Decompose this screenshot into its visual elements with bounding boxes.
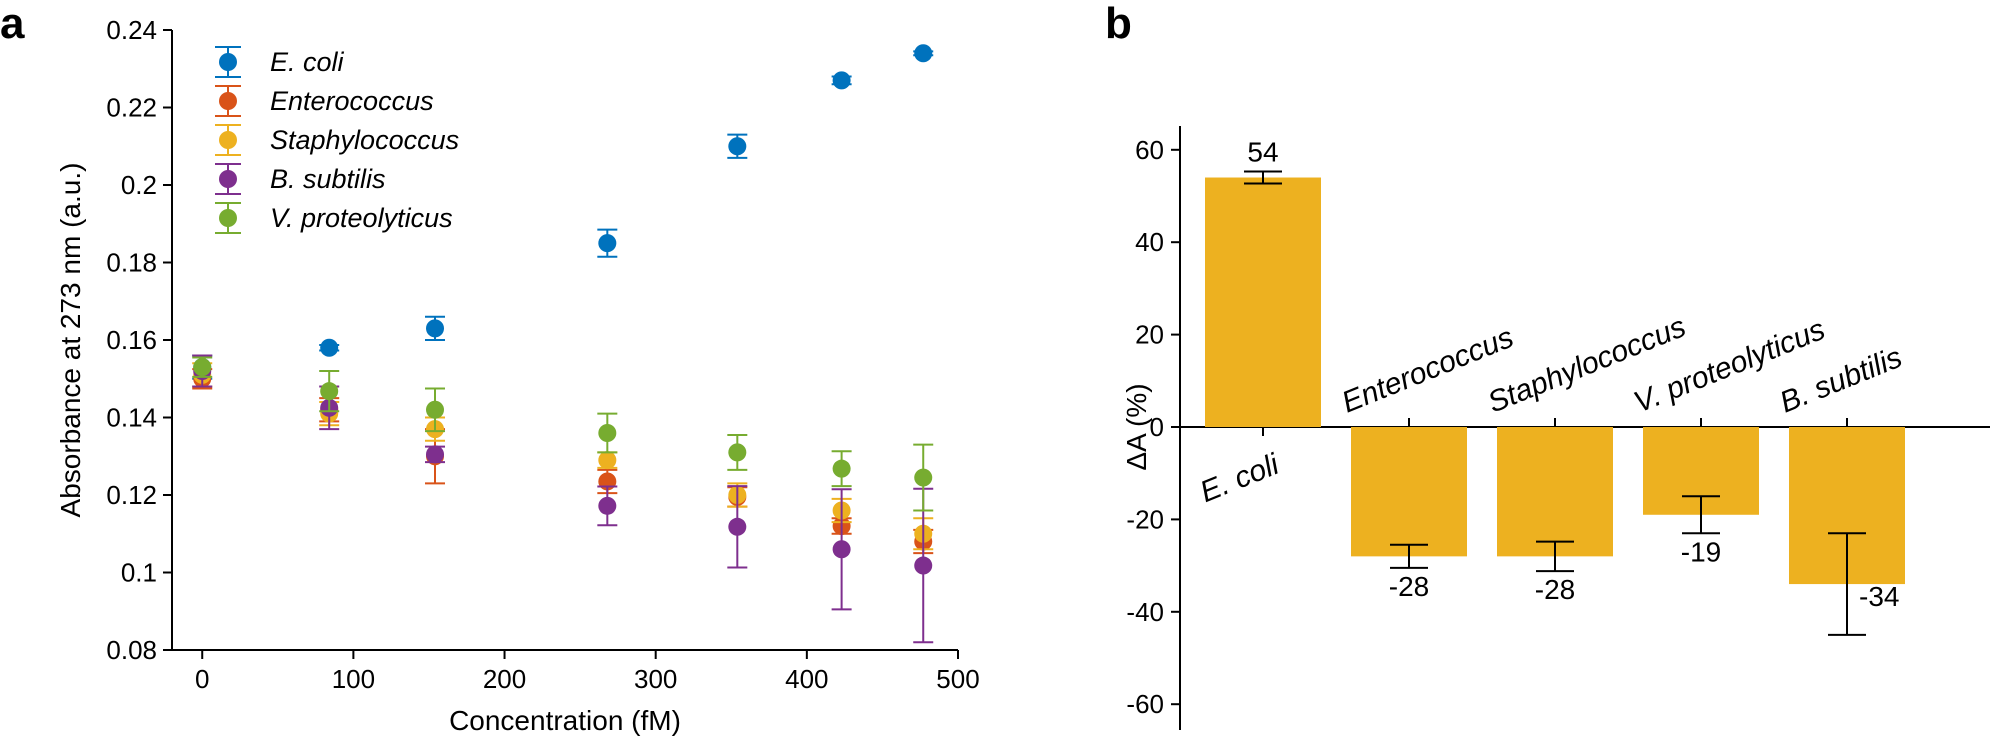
data-point bbox=[320, 338, 339, 357]
y-tick-label: 20 bbox=[1135, 320, 1164, 350]
y-tick-label: 0.08 bbox=[106, 635, 157, 665]
category-label: E. coli bbox=[1196, 447, 1285, 509]
y-tick-label: 0.16 bbox=[106, 325, 157, 355]
y-tick-label: 0.1 bbox=[121, 558, 157, 588]
data-point bbox=[914, 556, 933, 575]
data-point bbox=[728, 517, 747, 536]
value-label: -28 bbox=[1389, 571, 1429, 602]
data-point bbox=[598, 496, 617, 515]
y-tick-label: 0.2 bbox=[121, 170, 157, 200]
panel-a-label: a bbox=[0, 0, 25, 48]
data-point bbox=[832, 71, 851, 90]
y-tick-label: 0.14 bbox=[106, 403, 157, 433]
data-point bbox=[320, 382, 339, 401]
legend-marker bbox=[219, 53, 237, 71]
data-point bbox=[832, 459, 851, 478]
value-label: -34 bbox=[1859, 581, 1899, 612]
legend-entry: Staphylococcus bbox=[270, 125, 459, 155]
legend-marker bbox=[219, 131, 237, 149]
y-tick-label: 0 bbox=[1150, 412, 1164, 442]
data-point bbox=[832, 540, 851, 559]
legend-entry: Enterococcus bbox=[270, 86, 434, 116]
chart-a: Concentration (fM) Absorbance at 273 nm … bbox=[55, 15, 980, 736]
data-point bbox=[728, 443, 747, 462]
legend-entry: E. coli bbox=[270, 47, 345, 77]
data-point bbox=[193, 358, 212, 377]
legend-marker bbox=[219, 92, 237, 110]
y-tick-label: 60 bbox=[1135, 135, 1164, 165]
x-tick-label: 100 bbox=[332, 664, 375, 694]
y-tick-label: 0.24 bbox=[106, 15, 157, 45]
data-point bbox=[598, 451, 617, 470]
y-tick-label: 0.18 bbox=[106, 248, 157, 278]
y-tick-label: 0.22 bbox=[106, 93, 157, 123]
panel-b-label: b bbox=[1105, 0, 1132, 48]
legend-marker bbox=[219, 170, 237, 188]
data-point bbox=[914, 44, 933, 63]
data-point bbox=[598, 234, 617, 253]
x-tick-label: 0 bbox=[195, 664, 209, 694]
data-point bbox=[426, 400, 445, 419]
data-point bbox=[598, 424, 617, 442]
y-tick-label: 0.12 bbox=[106, 480, 157, 510]
value-label: 54 bbox=[1247, 137, 1278, 168]
bar bbox=[1205, 177, 1321, 427]
legend-entry: V. proteolyticus bbox=[270, 203, 453, 233]
chart-a-xlabel: Concentration (fM) bbox=[449, 705, 681, 736]
y-tick-label: 40 bbox=[1135, 227, 1164, 257]
x-tick-label: 500 bbox=[936, 664, 979, 694]
data-point bbox=[728, 137, 747, 156]
y-tick-label: -40 bbox=[1126, 597, 1164, 627]
y-tick-label: -60 bbox=[1126, 689, 1164, 719]
y-tick-label: -20 bbox=[1126, 504, 1164, 534]
chart-b-ylabel: ΔA (%) bbox=[1121, 383, 1152, 470]
legend-marker bbox=[219, 209, 237, 227]
data-point bbox=[426, 445, 445, 464]
x-tick-label: 200 bbox=[483, 664, 526, 694]
x-tick-label: 400 bbox=[785, 664, 828, 694]
data-point bbox=[914, 468, 933, 487]
bar bbox=[1497, 427, 1613, 557]
value-label: -28 bbox=[1535, 574, 1575, 605]
chart-a-ylabel: Absorbance at 273 nm (a.u.) bbox=[55, 163, 86, 518]
data-point bbox=[426, 319, 445, 338]
value-label: -19 bbox=[1681, 536, 1721, 567]
legend-entry: B. subtilis bbox=[270, 164, 386, 194]
bar bbox=[1351, 427, 1467, 557]
x-tick-label: 300 bbox=[634, 664, 677, 694]
